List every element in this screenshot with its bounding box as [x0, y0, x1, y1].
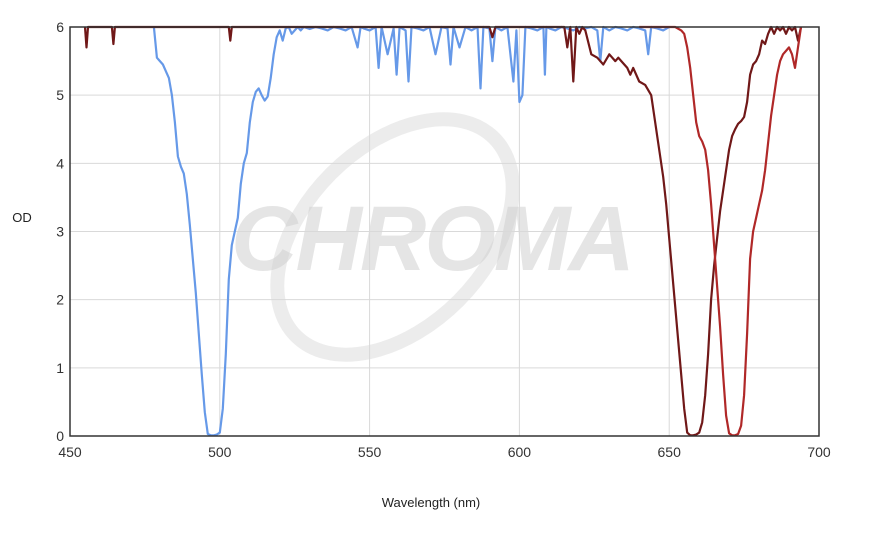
x-tick-label: 650 [658, 444, 682, 460]
x-tick-label: 550 [358, 444, 382, 460]
watermark-text: CHROMA [231, 188, 633, 290]
tick-labels: 0 1 2 3 4 5 6 450 500 550 600 650 700 [56, 19, 831, 460]
y-tick-label: 4 [56, 155, 64, 171]
y-tick-label: 2 [56, 292, 64, 308]
y-axis-label: OD [12, 210, 32, 225]
y-tick-label: 5 [56, 87, 64, 103]
y-tick-label: 3 [56, 224, 64, 240]
plot-frame [69, 26, 820, 437]
x-tick-label: 600 [508, 444, 532, 460]
y-tick-label: 1 [56, 360, 64, 376]
series-line-1 [152, 25, 670, 437]
x-tick-label: 500 [208, 444, 232, 460]
axes [69, 26, 820, 437]
y-tick-label: 6 [56, 19, 64, 35]
x-tick-label: 450 [58, 444, 82, 460]
y-tick-label: 0 [56, 428, 64, 444]
x-tick-label: 700 [807, 444, 831, 460]
chroma-watermark-logo: CHROMA [231, 112, 635, 362]
x-axis-label: Wavelength (nm) [382, 495, 481, 510]
